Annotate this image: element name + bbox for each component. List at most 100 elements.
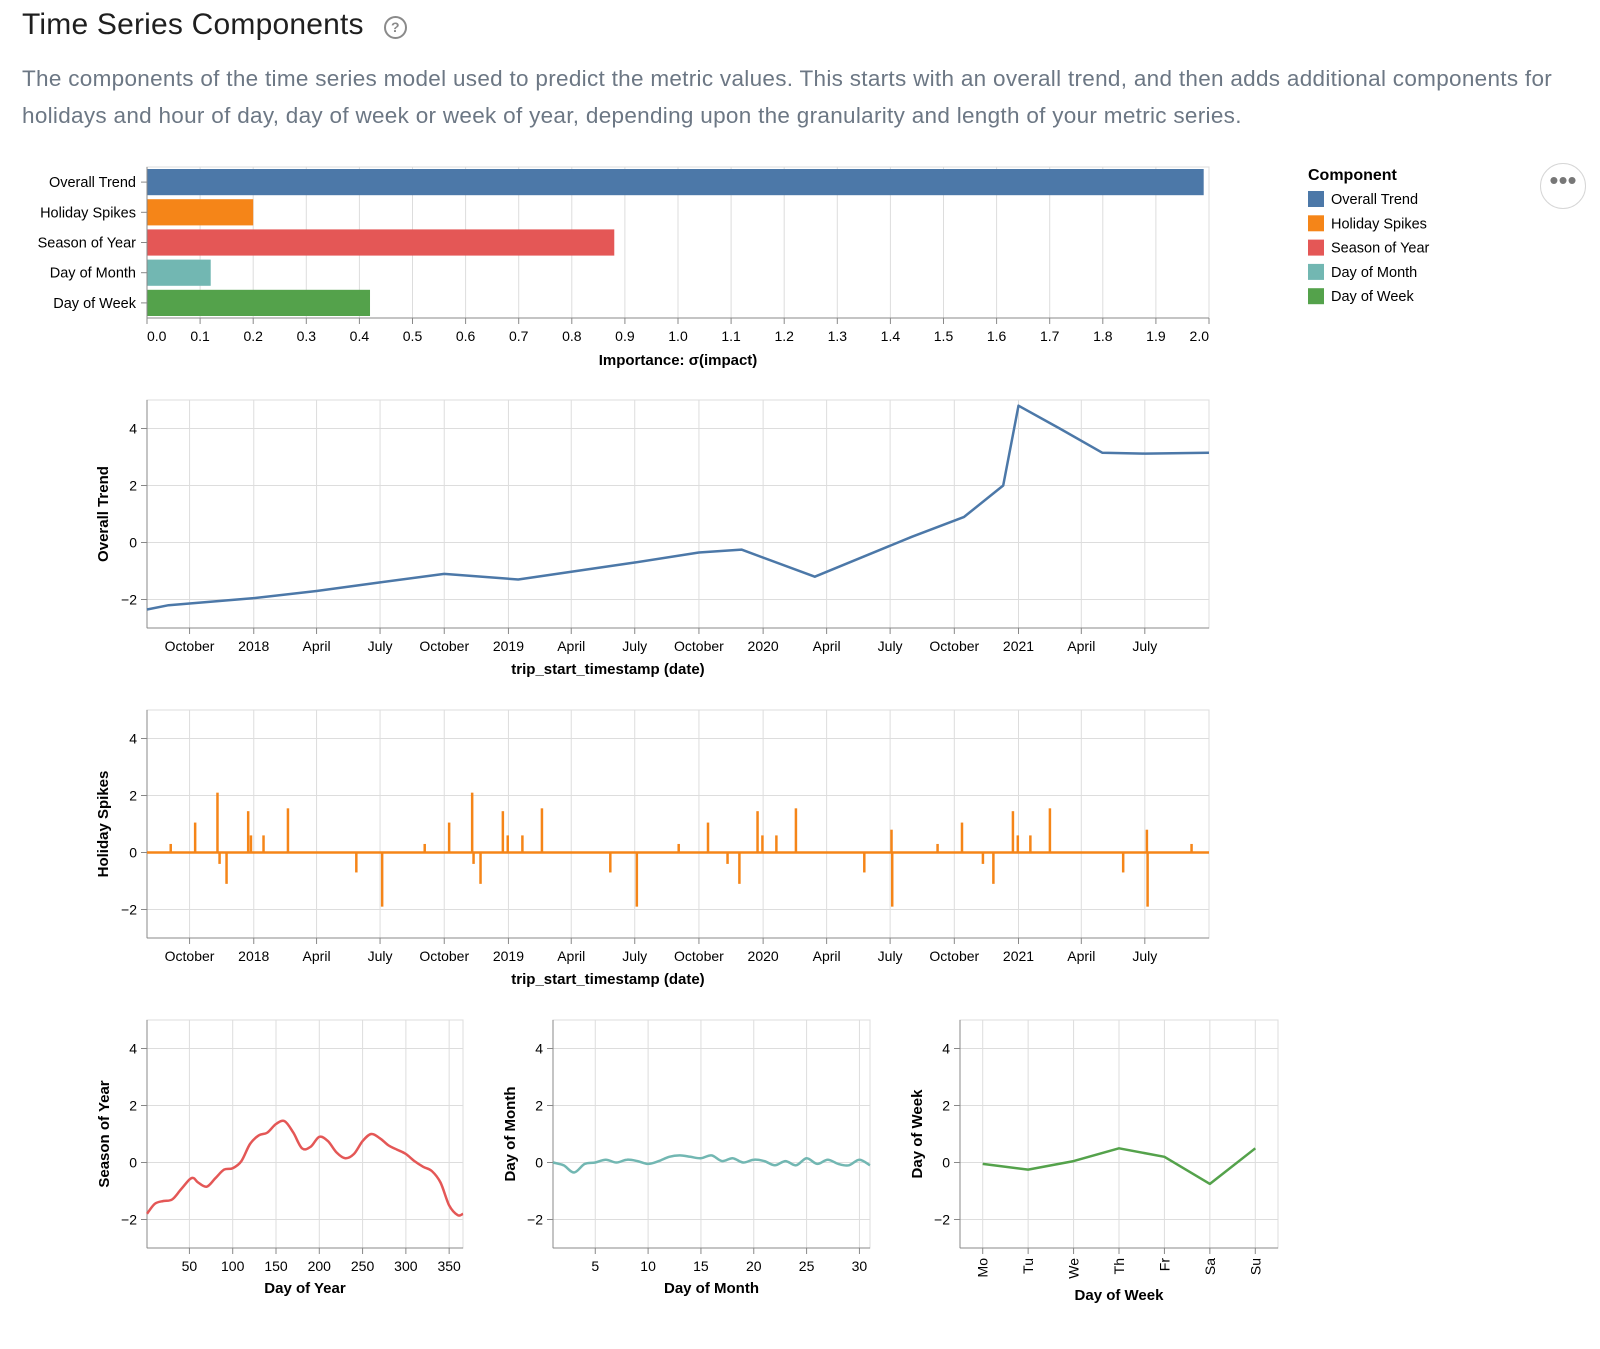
x-tick-label: 300 <box>394 1258 418 1274</box>
x-tick-label: 0.1 <box>190 328 210 344</box>
series-line <box>145 1119 464 1217</box>
x-tick-label: April <box>303 948 331 964</box>
legend-label: Holiday Spikes <box>1331 216 1427 232</box>
x-tick-label: 2.0 <box>1190 328 1210 344</box>
x-tick-label: July <box>368 948 393 964</box>
bar-day-of-month <box>147 259 211 286</box>
legend-swatch <box>1308 288 1324 305</box>
x-tick-label: 0.6 <box>456 328 476 344</box>
y-axis-title: Holiday Spikes <box>95 771 112 878</box>
x-tick-label: 10 <box>640 1258 656 1274</box>
page-title: Time Series Components <box>22 8 364 41</box>
x-tick-label: April <box>303 638 331 654</box>
x-tick-label: 2019 <box>493 948 524 964</box>
plot-frame <box>146 399 1210 629</box>
y-tick-label: 0 <box>129 845 137 861</box>
page-description: The components of the time series model … <box>22 66 1553 128</box>
y-tick-label: 4 <box>129 731 137 747</box>
x-tick-label: October <box>419 948 469 964</box>
y-tick-label: 0 <box>942 1155 950 1171</box>
x-tick-label: 1.5 <box>934 328 954 344</box>
y-tick-label: −2 <box>121 592 137 608</box>
x-tick-label: 250 <box>351 1258 375 1274</box>
x-tick-label: 1.9 <box>1146 328 1166 344</box>
x-tick-label: October <box>165 948 215 964</box>
x-tick-label: July <box>622 638 647 654</box>
header: Time Series Components ? <box>22 8 407 42</box>
x-tick-label: Tu <box>1020 1258 1036 1274</box>
x-tick-label: We <box>1066 1258 1082 1279</box>
x-tick-label: 2020 <box>748 948 779 964</box>
x-tick-label: July <box>1132 948 1157 964</box>
y-tick-label: 0 <box>129 535 137 551</box>
x-tick-label: 1.6 <box>987 328 1007 344</box>
legend-title: Component <box>1308 167 1398 184</box>
x-tick-label: 150 <box>264 1258 288 1274</box>
x-tick-label: 0.3 <box>297 328 317 344</box>
y-axis-title: Overall Trend <box>95 466 112 562</box>
x-tick-label: April <box>557 948 585 964</box>
legend: Component Overall Trend Holiday Spikes Seas… <box>1308 167 1430 305</box>
more-options-button[interactable]: ••• <box>1540 163 1586 209</box>
x-tick-label: 2021 <box>1003 948 1034 964</box>
x-axis-title: Day of Year <box>264 1280 346 1297</box>
y-axis-title: Season of Year <box>96 1080 113 1187</box>
y-tick-label: 2 <box>535 1098 543 1114</box>
x-tick-label: 200 <box>308 1258 332 1274</box>
y-tick-label: −2 <box>934 1212 950 1228</box>
y-tick-label: −2 <box>121 902 137 918</box>
x-axis-title: Day of Week <box>1075 1287 1165 1304</box>
y-tick-label: 2 <box>129 478 137 494</box>
x-tick-label: 0.2 <box>243 328 263 344</box>
x-tick-label: 1.1 <box>721 328 741 344</box>
x-tick-label: July <box>878 638 903 654</box>
x-tick-label: 5 <box>591 1258 599 1274</box>
more-horizontal-icon: ••• <box>1549 164 1577 195</box>
y-tick-label: 0 <box>535 1155 543 1171</box>
x-tick-label: 2019 <box>493 638 524 654</box>
x-tick-label: 1.7 <box>1040 328 1060 344</box>
x-tick-label: April <box>813 948 841 964</box>
x-tick-label: July <box>368 638 393 654</box>
x-tick-label: 2018 <box>238 948 269 964</box>
x-tick-label: April <box>1067 948 1095 964</box>
importance-chart: Overall Trend Holiday Spikes Season of Yea… <box>38 166 1210 369</box>
x-tick-label: Fr <box>1156 1258 1172 1272</box>
legend-label: Day of Month <box>1331 265 1417 281</box>
x-tick-label: 1.0 <box>668 328 688 344</box>
x-tick-label: July <box>1132 638 1157 654</box>
x-tick-label: Su <box>1247 1258 1263 1275</box>
bar-day-of-week <box>147 289 371 316</box>
y-tick-label: Season of Year <box>38 236 137 252</box>
y-tick-label: −2 <box>121 1212 137 1228</box>
x-tick-label: October <box>674 948 724 964</box>
x-tick-label: 0.7 <box>509 328 529 344</box>
question-circle-icon[interactable]: ? <box>383 15 407 39</box>
season-of-year-chart: −2 0 2 4 50 100 150 200 250 300 350 Day of Year Seas… <box>96 1019 464 1297</box>
holiday-spikes-chart: −2 0 2 4 October 2018 April July October 2019 Apri… <box>95 709 1210 988</box>
x-tick-label: April <box>1067 638 1095 654</box>
y-tick-label: 2 <box>129 788 137 804</box>
y-tick-label: −2 <box>527 1212 543 1228</box>
x-tick-label: 30 <box>852 1258 868 1274</box>
plot-frame <box>146 1019 464 1249</box>
plot-frame <box>552 1019 871 1249</box>
legend-swatch <box>1308 239 1324 256</box>
trend-line <box>146 404 1210 611</box>
x-axis-title: trip_start_timestamp (date) <box>511 661 704 678</box>
x-tick-label: 1.2 <box>774 328 794 344</box>
x-tick-label: October <box>929 638 979 654</box>
y-tick-label: Holiday Spikes <box>40 205 136 221</box>
bar-season-of-year <box>147 229 615 256</box>
x-tick-label: April <box>813 638 841 654</box>
x-tick-label: October <box>419 638 469 654</box>
x-tick-label: 0.4 <box>350 328 370 344</box>
x-tick-label: 1.4 <box>881 328 901 344</box>
x-tick-label: 25 <box>799 1258 815 1274</box>
x-tick-label: 0.9 <box>615 328 635 344</box>
legend-swatch <box>1308 263 1324 280</box>
x-tick-label: 350 <box>437 1258 461 1274</box>
x-axis-title: Importance: σ(impact) <box>599 352 758 369</box>
x-tick-label: 1.3 <box>828 328 848 344</box>
x-axis-title: Day of Month <box>664 1280 759 1297</box>
